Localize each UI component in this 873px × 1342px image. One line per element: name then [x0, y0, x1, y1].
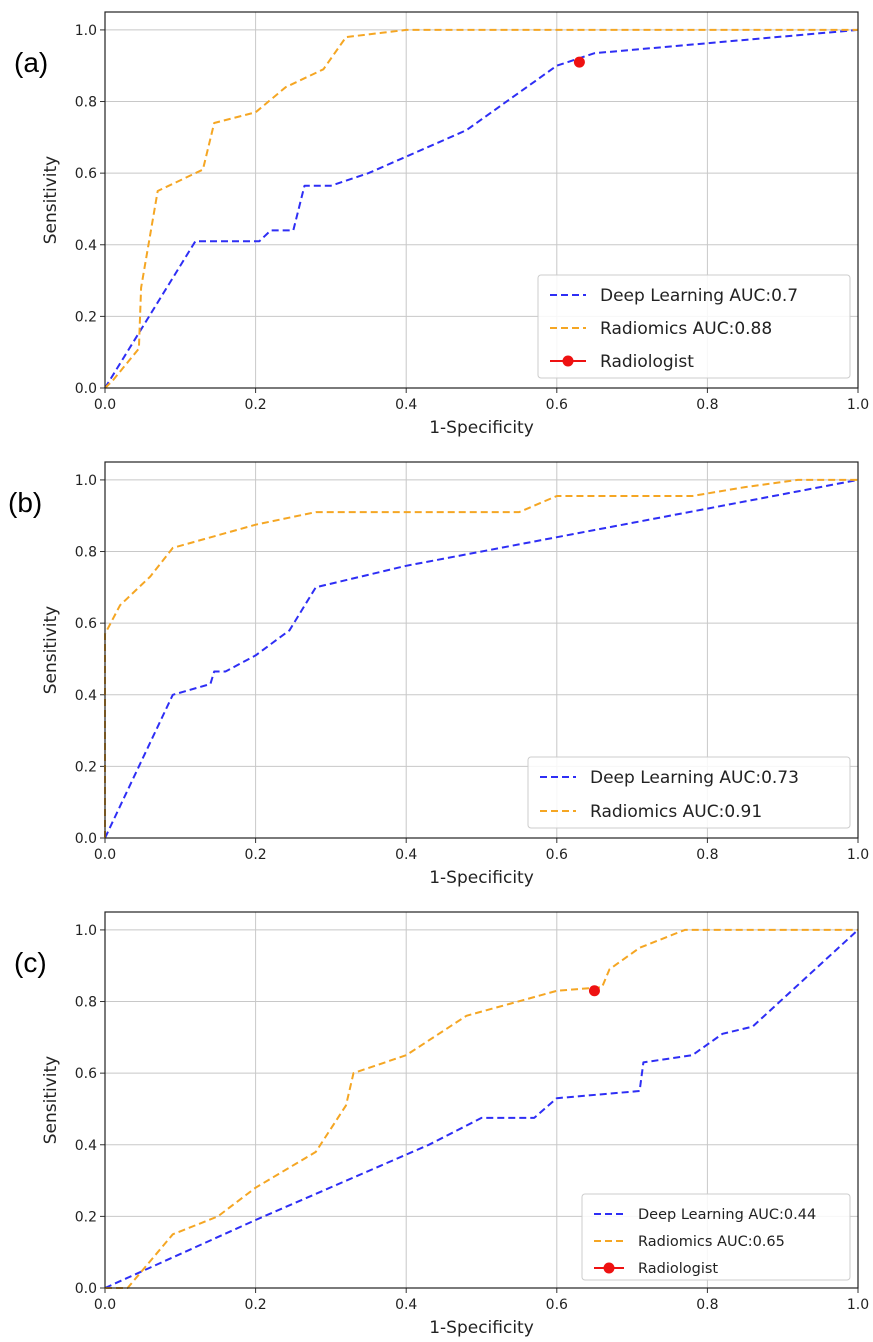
- y-tick-label: 0.0: [75, 831, 97, 847]
- y-tick-label: 0.2: [75, 309, 97, 325]
- series-line-radiomics: [105, 928, 858, 1289]
- y-tick-label: 0.0: [75, 381, 97, 397]
- chart-panel-1: 0.0 0.2 0.4 0.6 0.8 1.0 0.0 0.2 0.4 0.6 0.8 1.0 1-Sp…: [14, 11, 869, 438]
- legend-box: [537, 274, 851, 379]
- legend-entry-label: Radiomics AUC:0.65: [638, 1234, 785, 1250]
- y-tick-label: 0.2: [75, 1209, 97, 1225]
- y-tick-label: 0.4: [75, 688, 97, 704]
- legend-entry-label: Deep Learning AUC:0.7: [600, 286, 798, 306]
- y-axis-label: Sensitivity: [41, 606, 61, 695]
- y-tick-label: 0.8: [75, 545, 97, 561]
- radiologist-point: [573, 56, 585, 68]
- legend-entry-label: Deep Learning AUC:0.73: [590, 768, 799, 788]
- legend: Deep Learning AUC:0.7 Radiomics AUC:0.88 R…: [537, 274, 851, 379]
- radiologist-point: [588, 985, 600, 997]
- y-tick-label: 0.6: [75, 616, 97, 632]
- x-tick-label: 0.6: [546, 1297, 568, 1313]
- chart-panel-3: 0.0 0.2 0.4 0.6 0.8 1.0 0.0 0.2 0.4 0.6 0.8 1.0 1-Sp…: [14, 911, 869, 1338]
- panel-label: (a): [14, 47, 48, 78]
- x-tick-label: 0.0: [94, 847, 116, 863]
- legend-entry-label: Radiomics AUC:0.88: [600, 319, 772, 339]
- plot-frame: [104, 11, 859, 389]
- legend-swatch-marker: [562, 355, 574, 367]
- y-tick-label: 1.0: [75, 23, 97, 39]
- legend-box: [581, 1193, 851, 1281]
- x-tick-label: 0.2: [244, 1297, 266, 1313]
- series-line-deep-learning: [104, 478, 859, 839]
- x-axis-label: 1-Specificity: [429, 868, 534, 888]
- legend-entry-label: Radiomics AUC:0.91: [590, 802, 762, 822]
- x-tick-label: 0.4: [395, 397, 417, 413]
- x-tick-label: 0.4: [395, 1297, 417, 1313]
- x-tick-label: 1.0: [847, 397, 869, 413]
- x-axis-label: 1-Specificity: [429, 418, 534, 438]
- y-tick-label: 0.8: [75, 95, 97, 111]
- x-tick-label: 1.0: [847, 847, 869, 863]
- y-tick-label: 0.6: [75, 166, 97, 182]
- y-tick-label: 0.6: [75, 1066, 97, 1082]
- x-tick-label: 0.0: [94, 1297, 116, 1313]
- x-tick-label: 0.0: [94, 397, 116, 413]
- x-axis-label: 1-Specificity: [429, 1318, 534, 1338]
- x-tick-label: 0.6: [546, 397, 568, 413]
- series-line-deep-learning: [104, 28, 859, 389]
- series-line-radiomics: [104, 28, 858, 389]
- chart-panel-2: 0.0 0.2 0.4 0.6 0.8 1.0 0.0 0.2 0.4 0.6 0.8 1.0 1-Sp…: [8, 461, 869, 888]
- panel-label: (c): [14, 947, 47, 978]
- x-tick-label: 0.2: [244, 847, 266, 863]
- y-axis-label: Sensitivity: [41, 1056, 61, 1145]
- legend-entry-label: Radiologist: [600, 352, 694, 372]
- legend-box: [527, 756, 851, 829]
- legend-entry-label: Deep Learning AUC:0.44: [638, 1207, 816, 1223]
- y-tick-label: 0.4: [75, 238, 97, 254]
- panel-label: (b): [8, 487, 42, 518]
- x-tick-label: 1.0: [847, 1297, 869, 1313]
- series-line-deep-learning: [104, 929, 859, 1289]
- legend-swatch-marker: [603, 1262, 615, 1274]
- y-tick-label: 0.8: [75, 995, 97, 1011]
- y-tick-label: 0.0: [75, 1281, 97, 1297]
- x-tick-label: 0.4: [395, 847, 417, 863]
- legend: Deep Learning AUC:0.44 Radiomics AUC:0.65…: [581, 1193, 851, 1281]
- x-tick-label: 0.6: [546, 847, 568, 863]
- x-tick-label: 0.8: [696, 847, 718, 863]
- plot-frame: [104, 461, 859, 839]
- y-tick-label: 0.2: [75, 759, 97, 775]
- legend: Deep Learning AUC:0.73 Radiomics AUC:0.91: [527, 756, 851, 829]
- x-tick-label: 0.8: [696, 397, 718, 413]
- y-tick-label: 0.4: [75, 1138, 97, 1154]
- y-tick-label: 1.0: [75, 473, 97, 489]
- x-tick-label: 0.2: [244, 397, 266, 413]
- x-tick-label: 0.8: [696, 1297, 718, 1313]
- y-axis-label: Sensitivity: [41, 156, 61, 245]
- series-line-radiomics: [104, 478, 858, 838]
- plot-frame: [104, 911, 859, 1289]
- y-tick-label: 1.0: [75, 923, 97, 939]
- legend-entry-label: Radiologist: [638, 1261, 718, 1277]
